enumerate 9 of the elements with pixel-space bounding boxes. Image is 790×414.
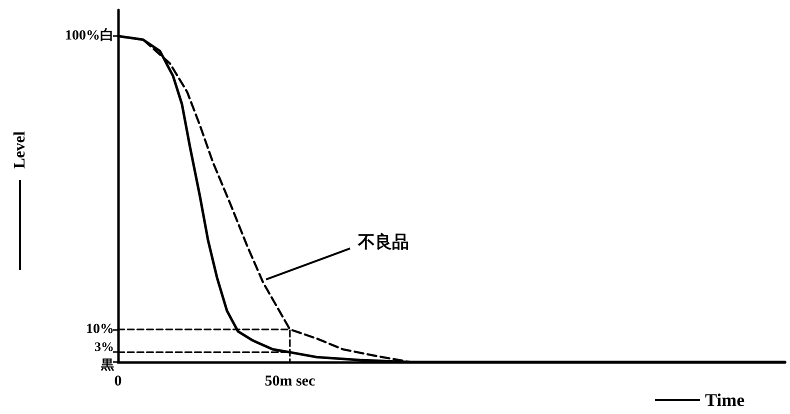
y-axis-title: Level <box>12 130 28 169</box>
y-tick-label: 3% <box>94 339 114 354</box>
x-axis-title: Time <box>705 390 745 410</box>
x-tick-label: 0 <box>114 374 122 390</box>
x-tick-label: 50m sec <box>264 374 316 390</box>
y-tick-label: 100%白 <box>65 28 114 44</box>
text: 不良品 <box>357 232 410 252</box>
y-tick-label: 10% <box>86 322 114 337</box>
y-tick-label: 黒 <box>100 357 115 372</box>
